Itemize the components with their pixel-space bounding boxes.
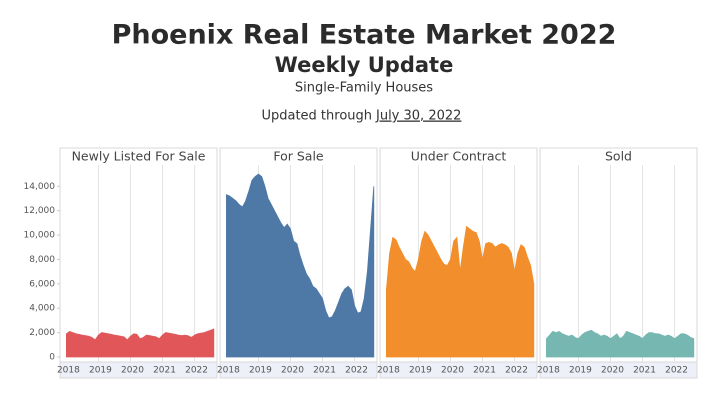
title: Phoenix Real Estate Market 2022: [112, 20, 617, 51]
x-tick-label: 2022: [185, 366, 208, 376]
y-tick-label: 4,000: [29, 304, 55, 314]
area: [66, 328, 215, 358]
x-tick-label: 2021: [633, 366, 656, 376]
x-tick-label: 2020: [601, 366, 624, 376]
area: [546, 329, 695, 358]
y-tick-label: 6,000: [29, 279, 55, 289]
x-tick-label: 2019: [409, 366, 432, 376]
x-tick-label: 2020: [441, 366, 464, 376]
x-tick-label: 2020: [121, 366, 144, 376]
panel-title: Sold: [605, 149, 632, 164]
x-tick-label: 2019: [249, 366, 272, 376]
x-tick-label: 2019: [89, 366, 112, 376]
area: [226, 173, 375, 358]
y-tick-label: 8,000: [29, 255, 55, 265]
x-tick-label: 2018: [377, 366, 400, 376]
y-tick-label: 14,000: [24, 182, 56, 192]
x-tick-label: 2018: [57, 366, 80, 376]
y-tick-label: 0: [49, 353, 55, 363]
y-tick-label: 2,000: [29, 328, 55, 338]
x-tick-label: 2019: [569, 366, 592, 376]
panel-title: For Sale: [273, 149, 324, 164]
x-tick-label: 2018: [537, 366, 560, 376]
x-axis-band: [539, 361, 698, 379]
updated-date[interactable]: July 30, 2022: [375, 109, 461, 124]
x-tick-label: 2022: [665, 366, 688, 376]
x-tick-label: 2021: [153, 366, 176, 376]
y-tick-label: 10,000: [24, 231, 56, 241]
x-axis-band: [379, 361, 538, 379]
note: Single-Family Houses: [295, 81, 433, 96]
x-axis-band: [59, 361, 218, 379]
x-tick-label: 2020: [281, 366, 304, 376]
updated-label: Updated through: [261, 109, 372, 124]
x-tick-label: 2022: [505, 366, 528, 376]
subtitle: Weekly Update: [275, 53, 454, 77]
x-tick-label: 2021: [313, 366, 336, 376]
area: [386, 225, 535, 358]
panel-title: Newly Listed For Sale: [72, 149, 206, 164]
x-tick-label: 2021: [473, 366, 496, 376]
panel-title: Under Contract: [411, 149, 507, 164]
x-tick-label: 2022: [345, 366, 368, 376]
x-axis-band: [219, 361, 378, 379]
y-tick-label: 12,000: [24, 206, 56, 216]
x-tick-label: 2018: [217, 366, 240, 376]
